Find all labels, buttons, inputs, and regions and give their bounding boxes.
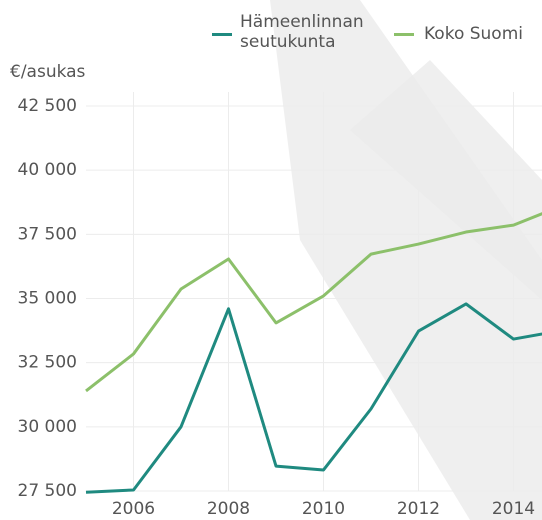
x-tick-label: 2014 (492, 499, 535, 519)
series-line (85, 302, 542, 494)
y-tick-label: 35 000 (18, 289, 77, 309)
x-tick-label: 2010 (302, 499, 345, 519)
y-tick-label: 42 500 (18, 96, 77, 116)
y-tick-label: 32 500 (18, 353, 77, 373)
y-tick-label: 27 500 (18, 481, 77, 501)
legend-swatch (212, 33, 232, 36)
watermark (270, 0, 542, 520)
x-tick-label: 2006 (112, 499, 155, 519)
legend-swatch (394, 33, 414, 36)
y-tick-label: 37 500 (18, 224, 77, 244)
legend-label: Koko Suomi (424, 24, 523, 44)
series-line (85, 212, 542, 393)
watermark (350, 60, 542, 300)
y-tick-label: 30 000 (18, 417, 77, 437)
x-tick-label: 2012 (397, 499, 440, 519)
y-tick-label: 40 000 (18, 160, 77, 180)
legend-label: Hämeenlinnan seutukunta (240, 12, 364, 52)
x-tick-label: 2008 (207, 499, 250, 519)
y-axis-label: €/asukas (10, 62, 86, 82)
